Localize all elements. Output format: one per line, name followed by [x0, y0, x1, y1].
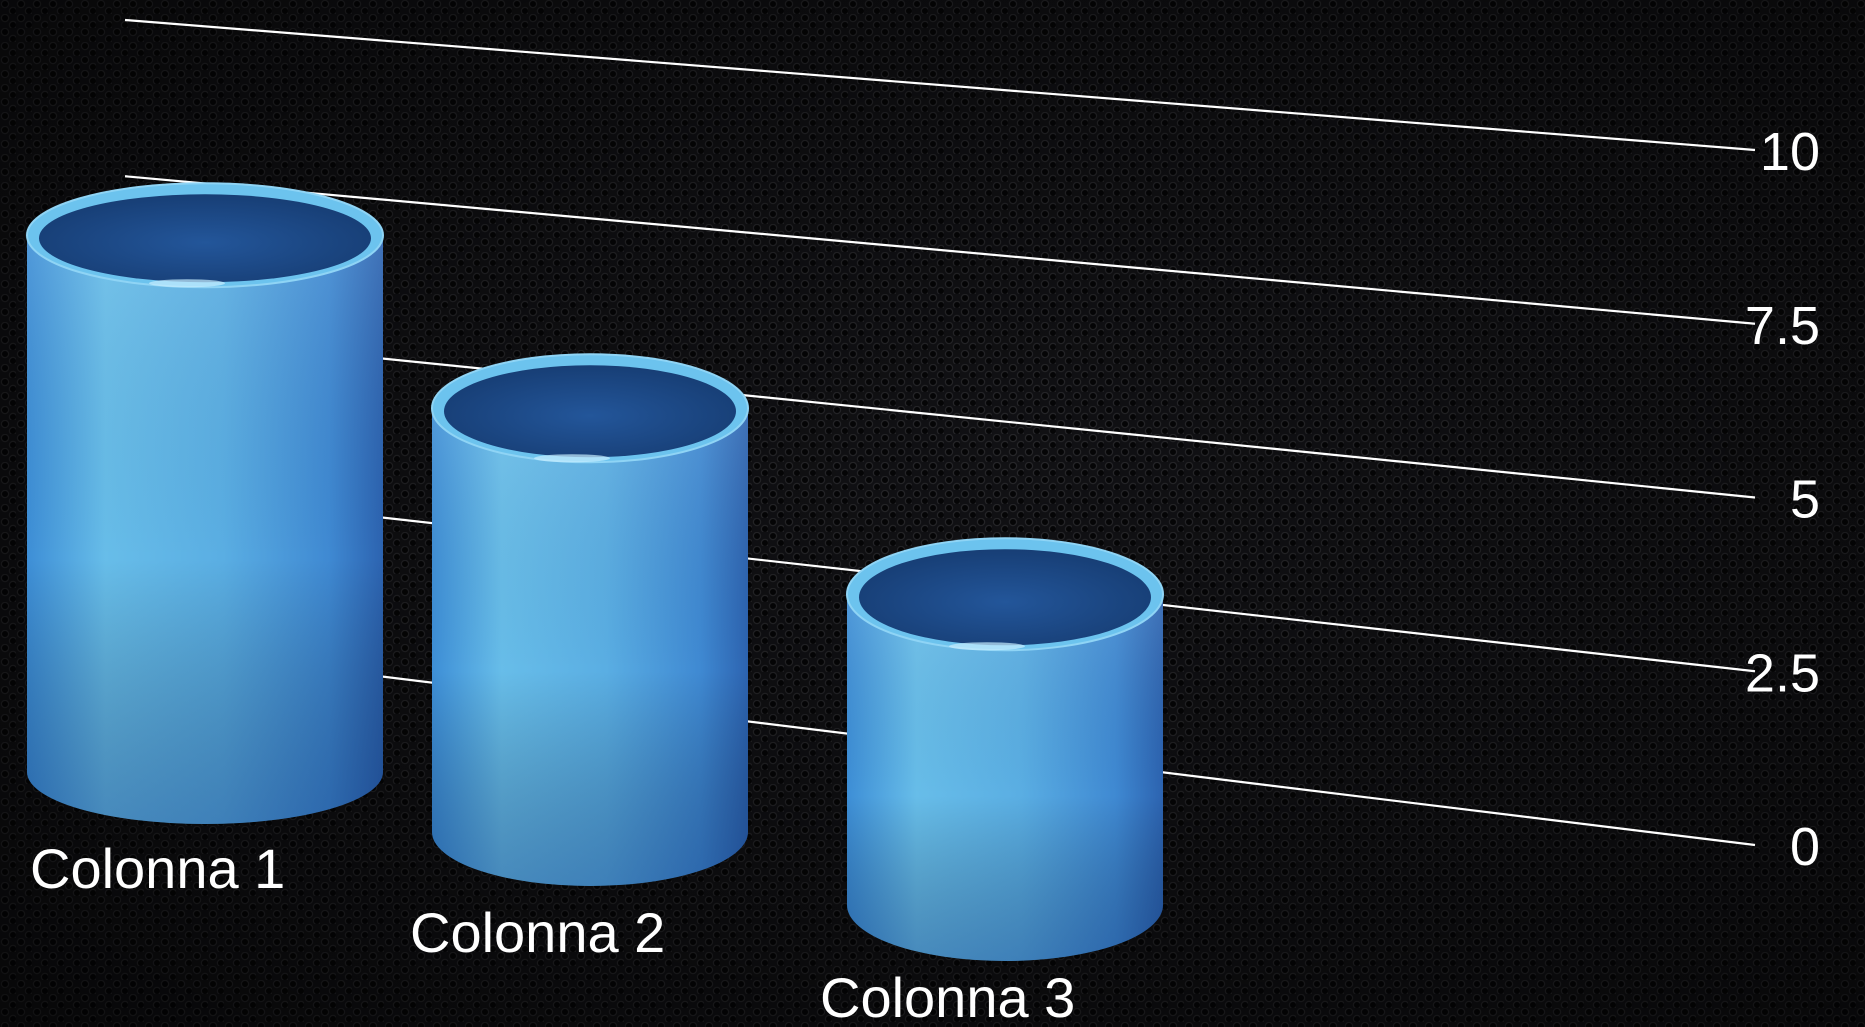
gridline: [124, 331, 1756, 499]
y-tick-label: 7.5: [1745, 296, 1820, 356]
bar-layer: [26, 182, 1164, 961]
bar-highlight: [949, 642, 1025, 651]
x-category-label: Colonna 1: [30, 837, 285, 900]
y-tick-label: 10: [1760, 122, 1820, 182]
y-tick-label: 5: [1790, 470, 1820, 530]
gridline: [124, 175, 1756, 325]
bar-top: [444, 365, 736, 458]
bar-cylinder: [846, 537, 1164, 961]
bar-cylinder: [26, 182, 384, 824]
bar-top: [39, 194, 371, 283]
bar-highlight: [149, 279, 225, 288]
x-category-label: Colonna 3: [820, 966, 1075, 1027]
x-category-label: Colonna 2: [410, 901, 665, 964]
category-label-layer: Colonna 1 Colonna 2 Colonna 3: [30, 837, 1075, 1027]
bar-top: [859, 549, 1151, 646]
y-tick-label: 2.5: [1745, 643, 1820, 703]
gridline: [124, 18, 1756, 152]
y-tick-layer: 0 2.5 5 7.5 10: [1745, 122, 1820, 877]
bar-cylinder: [431, 353, 749, 886]
bar-highlight: [534, 454, 610, 463]
y-tick-label: 0: [1790, 817, 1820, 877]
